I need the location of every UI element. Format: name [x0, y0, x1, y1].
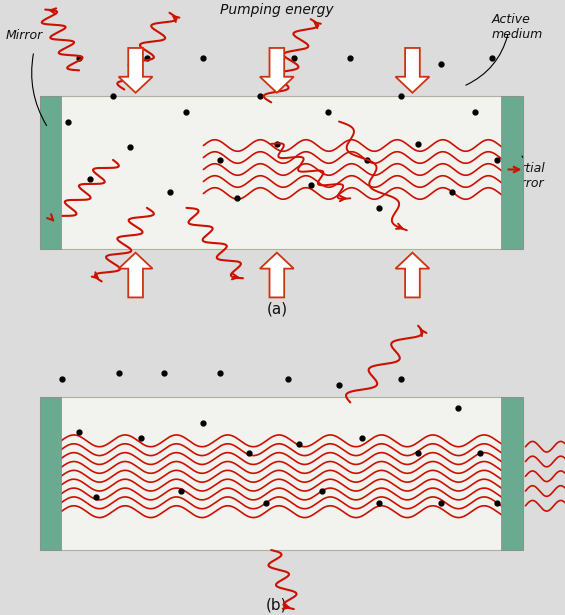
Text: (b): (b) — [266, 597, 288, 612]
Text: Active
medium: Active medium — [492, 13, 543, 41]
Polygon shape — [260, 253, 294, 298]
Polygon shape — [119, 253, 153, 298]
Polygon shape — [396, 48, 429, 93]
Text: Mirror: Mirror — [6, 29, 43, 42]
Bar — [40, 96, 523, 250]
Text: Pumping energy: Pumping energy — [220, 3, 334, 17]
Text: (a): (a) — [266, 301, 288, 317]
Bar — [40, 397, 61, 550]
Bar — [40, 397, 523, 550]
Bar — [501, 96, 523, 250]
Bar — [501, 397, 523, 550]
Polygon shape — [396, 253, 429, 298]
Polygon shape — [119, 48, 153, 93]
Polygon shape — [260, 48, 294, 93]
Text: Partial
mirror: Partial mirror — [506, 162, 545, 190]
Bar — [40, 96, 61, 250]
